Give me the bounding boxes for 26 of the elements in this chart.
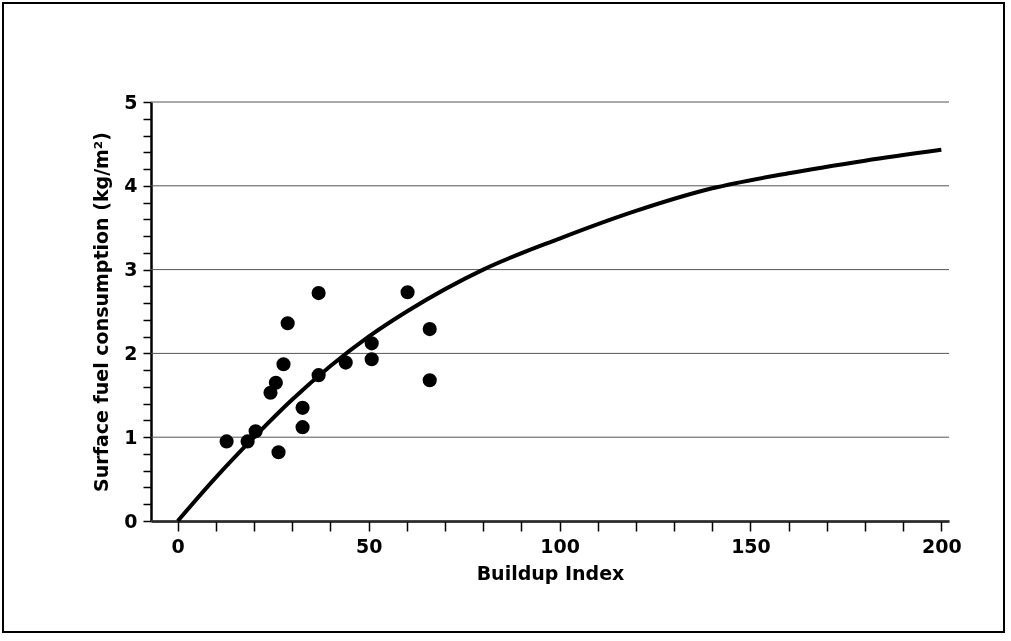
x-axis-title: Buildup Index	[476, 561, 625, 584]
point	[268, 375, 283, 390]
point	[311, 286, 326, 301]
y-tick-label: 1	[124, 425, 138, 448]
point	[280, 316, 295, 331]
point	[364, 352, 379, 367]
y-tick-label: 4	[124, 174, 138, 197]
point	[295, 400, 310, 415]
point	[219, 434, 234, 449]
x-tick-label: 50	[355, 534, 383, 557]
x-tick-label: 200	[922, 534, 962, 557]
point	[364, 336, 379, 351]
point	[295, 420, 310, 435]
point	[271, 445, 286, 460]
point	[400, 285, 415, 300]
y-axis-title: Surface fuel consumption (kg/m²)	[90, 132, 113, 492]
y-tick-label: 0	[124, 509, 138, 532]
x-tick-label: 0	[171, 534, 185, 557]
y-tick-label: 3	[124, 258, 138, 281]
point	[422, 322, 437, 337]
point	[276, 357, 291, 372]
point	[422, 373, 437, 388]
x-tick-label: 100	[540, 534, 580, 557]
y-tick-label: 5	[124, 90, 138, 113]
y-tick-label: 2	[124, 341, 138, 364]
x-tick-label: 150	[731, 534, 771, 557]
